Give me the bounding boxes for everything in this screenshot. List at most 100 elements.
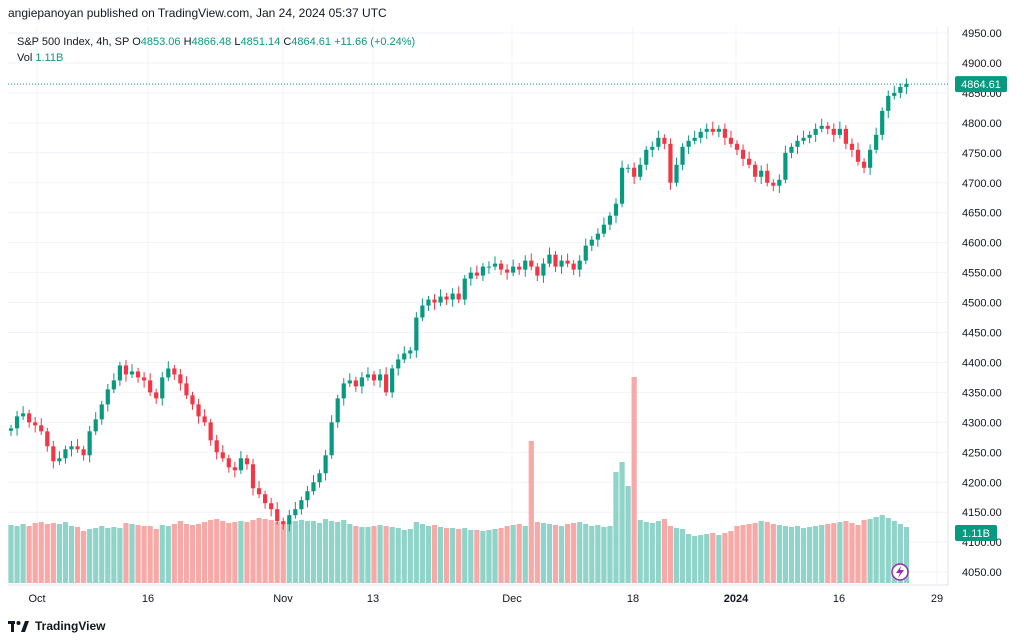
candle-body <box>498 263 504 270</box>
volume-bar <box>819 525 825 583</box>
volume-bar <box>492 529 498 583</box>
candle-body <box>311 482 316 492</box>
volume-bar <box>655 521 661 583</box>
candle-body <box>160 377 165 399</box>
volume-bar <box>734 526 740 583</box>
volume-bar <box>486 530 492 583</box>
volume-bar <box>456 529 462 583</box>
volume-bar <box>595 525 601 583</box>
volume-bar <box>649 523 655 583</box>
candle-body <box>855 149 861 162</box>
candle-body <box>589 239 594 246</box>
candle-body <box>771 182 776 186</box>
volume-bar <box>20 524 26 583</box>
last-price-label: 4864.61 <box>961 79 1001 91</box>
candle-body <box>880 110 885 135</box>
candle-body <box>813 128 818 135</box>
volume-bar <box>800 528 807 583</box>
candle-body <box>148 380 153 393</box>
candle-body <box>571 263 576 270</box>
volume-bar <box>262 519 268 583</box>
candle-body <box>275 509 280 522</box>
volume-bar <box>74 527 81 583</box>
candle-body <box>244 458 250 465</box>
volume-bar <box>14 526 20 583</box>
volume-bar <box>855 525 861 583</box>
volume-bar <box>813 526 819 583</box>
price-tick-label: 4200.00 <box>962 477 1002 489</box>
volume-bar <box>673 528 680 583</box>
candle-body <box>414 317 419 351</box>
volume-bar <box>177 521 183 583</box>
volume-bar <box>637 520 643 583</box>
candle-body <box>238 458 243 471</box>
candle-body <box>619 167 625 204</box>
candle-body <box>565 260 570 264</box>
volume-bar <box>558 526 565 583</box>
volume-bar <box>758 521 764 583</box>
volume-bar <box>740 525 746 583</box>
volume-bar <box>383 526 389 583</box>
candle-body <box>371 374 377 381</box>
candle-body <box>650 146 655 150</box>
high-label: H <box>183 36 192 48</box>
candle-body <box>69 446 74 450</box>
candle-body <box>105 389 110 405</box>
candle-body <box>287 515 292 525</box>
tradingview-footer[interactable]: TradingView <box>8 619 105 633</box>
volume-bar <box>601 527 607 583</box>
candle-body <box>486 266 492 268</box>
candle-body <box>220 452 225 459</box>
volume-bar <box>782 526 788 583</box>
time-tick-label: Dec <box>502 593 522 605</box>
candle-body <box>492 263 498 267</box>
candle-body <box>341 383 346 399</box>
volume-bar <box>341 520 347 583</box>
last-volume-tag <box>955 525 997 541</box>
volume-bar <box>831 523 837 583</box>
volume-bar <box>571 523 577 583</box>
volume-bar <box>141 526 147 583</box>
candles <box>8 78 909 581</box>
candle-body <box>462 278 467 300</box>
price-tick-label: 4300.00 <box>962 417 1002 429</box>
candle-body <box>747 158 752 165</box>
candle-body <box>51 446 56 462</box>
volume-bar <box>401 530 407 583</box>
volume-bar <box>565 524 571 583</box>
volume-bar <box>111 527 117 583</box>
volume-bar <box>250 520 256 583</box>
candle-body <box>740 149 746 159</box>
volume-bar <box>770 524 776 583</box>
price-tick-label: 4150.00 <box>962 507 1002 519</box>
volume-bar <box>710 533 716 583</box>
candle-body <box>305 491 310 501</box>
candle-body <box>232 467 237 471</box>
volume-bar <box>631 377 637 583</box>
tradingview-logo-icon <box>8 621 29 632</box>
volume-bar <box>807 527 813 583</box>
price-chart[interactable]: 4950.004900.004850.004800.004750.004700.… <box>0 26 1024 616</box>
candle-body <box>438 296 443 303</box>
candle-body <box>123 365 129 375</box>
candle-body <box>202 416 207 423</box>
candle-body <box>831 128 836 135</box>
candle-body <box>172 368 177 375</box>
candle-body <box>299 500 304 510</box>
candle-body <box>553 254 558 267</box>
candle-body <box>710 128 715 132</box>
candle-body <box>81 449 86 456</box>
volume-bar <box>220 521 226 583</box>
volume-bar <box>704 534 710 583</box>
volume-bar <box>208 520 214 583</box>
volume-bar <box>419 524 425 583</box>
last-volume-label: 1.11B <box>962 528 990 540</box>
volume-bar <box>268 520 274 583</box>
candle-body <box>517 266 522 270</box>
volume-bar <box>504 526 510 583</box>
volume-bar <box>280 523 286 583</box>
volume-bar <box>395 528 401 583</box>
volume-bar <box>56 524 62 583</box>
volume-bar <box>607 526 613 583</box>
candle-body <box>837 128 842 135</box>
